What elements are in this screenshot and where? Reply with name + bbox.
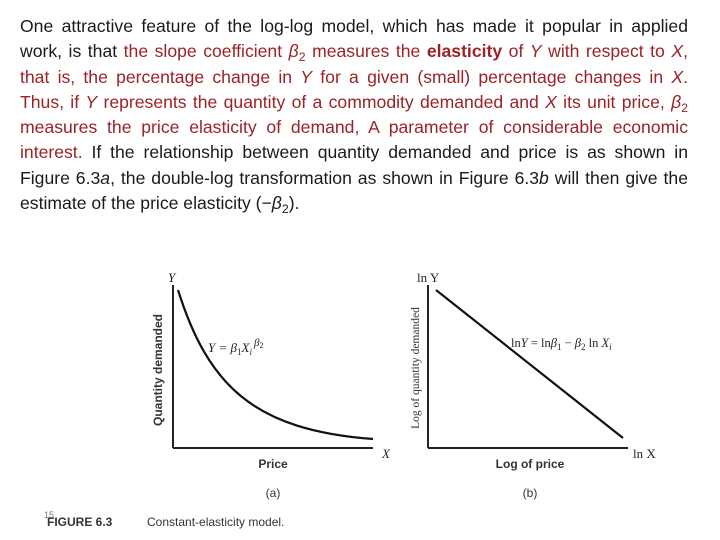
panel-a-xlabel: Price bbox=[258, 457, 288, 471]
panel-a-x-letter: X bbox=[381, 446, 391, 461]
panel-a-y-letter: Y bbox=[168, 270, 177, 285]
panel-b-regression-line bbox=[435, 289, 624, 439]
panel-b-x-letter: ln X bbox=[633, 446, 656, 461]
panel-a-ylabel: Quantity demanded bbox=[151, 314, 165, 426]
panel-b-caption: (b) bbox=[523, 486, 538, 500]
panel-a: Y X Quantity demanded Price Y = β1Xiβ2 (… bbox=[151, 270, 391, 500]
panel-a-caption: (a) bbox=[266, 486, 281, 500]
panel-a-demand-curve bbox=[176, 289, 374, 441]
body-paragraph: One attractive feature of the log-log mo… bbox=[20, 16, 688, 217]
panel-b-xlabel: Log of price bbox=[496, 457, 565, 471]
panel-b-equation: lnY = lnβ1 − β2 ln Xi bbox=[511, 336, 612, 352]
figure-caption: Constant-elasticity model. bbox=[147, 515, 284, 529]
panel-b-y-letter: ln Y bbox=[417, 270, 440, 285]
figure-label: FIGURE 6.3 bbox=[47, 515, 113, 529]
text-run: One attractive feature of the log-log mo… bbox=[20, 16, 688, 62]
panel-a-equation: Y = β1Xiβ2 bbox=[208, 337, 263, 357]
highlight-text: the slope coefficient β2 measures the el… bbox=[20, 41, 688, 163]
panel-b: ln Y ln X Log of quantity demanded Log o… bbox=[410, 270, 656, 500]
elasticity-term: elasticity bbox=[426, 41, 503, 62]
slide-number: 15 bbox=[44, 510, 54, 520]
panel-b-ylabel: Log of quantity demanded bbox=[410, 307, 422, 429]
